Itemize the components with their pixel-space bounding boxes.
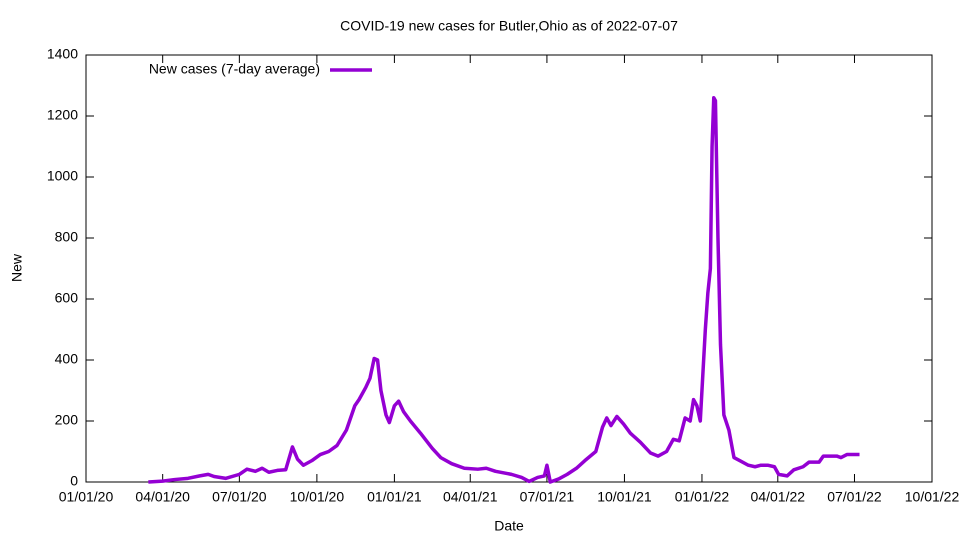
y-tick-label: 1200 xyxy=(47,107,78,123)
plot-frame xyxy=(85,54,933,483)
y-tick-label: 800 xyxy=(55,229,79,245)
x-tick-label: 01/01/21 xyxy=(367,489,422,505)
y-tick-label: 600 xyxy=(55,290,79,306)
x-tick-label: 10/01/20 xyxy=(290,489,345,505)
y-tick-label: 1400 xyxy=(47,46,78,62)
x-tick-label: 07/01/21 xyxy=(520,489,575,505)
y-tick-label: 200 xyxy=(55,412,79,428)
x-tick-label: 10/01/21 xyxy=(597,489,652,505)
x-tick-label: 01/01/22 xyxy=(675,489,730,505)
x-tick-label: 07/01/20 xyxy=(212,489,267,505)
x-axis-label: Date xyxy=(494,518,524,534)
legend-label: New cases (7-day average) xyxy=(149,61,320,77)
y-tick-label: 1000 xyxy=(47,168,78,184)
y-axis-label: New xyxy=(9,253,25,282)
chart-title: COVID-19 new cases for Butler,Ohio as of… xyxy=(340,18,678,34)
x-tick-label: 01/01/20 xyxy=(59,489,114,505)
x-tick-label: 04/01/20 xyxy=(135,489,190,505)
x-tick-label: 10/01/22 xyxy=(905,489,960,505)
y-tick-label: 0 xyxy=(70,473,78,489)
y-tick-label: 400 xyxy=(55,351,79,367)
data-line xyxy=(148,95,860,484)
x-tick-label: 04/01/22 xyxy=(751,489,806,505)
x-tick-label: 04/01/21 xyxy=(443,489,498,505)
x-tick-label: 07/01/22 xyxy=(827,489,882,505)
